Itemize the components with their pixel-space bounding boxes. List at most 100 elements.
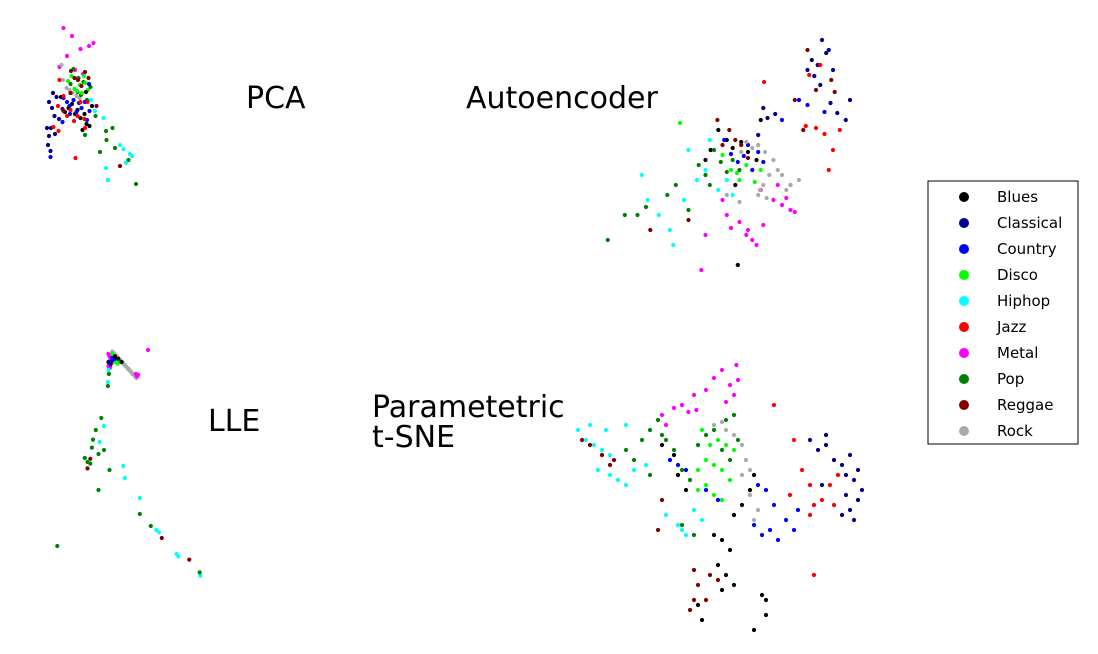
tsne-point-classical xyxy=(819,482,825,488)
tsne-point-disco xyxy=(711,492,717,498)
legend-marker-hiphop xyxy=(959,296,969,306)
tsne-point-hiphop xyxy=(623,482,629,488)
tsne-point-reggae xyxy=(659,497,665,503)
pca-point-classical xyxy=(52,113,57,119)
tsne-point-pop xyxy=(723,417,729,423)
pca-point-metal xyxy=(61,25,66,31)
lle-point-rock xyxy=(122,363,127,368)
lle-point-pop xyxy=(93,427,98,433)
pca-point-hiphop xyxy=(92,108,98,114)
legend-marker-reggae xyxy=(959,400,969,410)
autoencoder-point-classical xyxy=(835,110,840,116)
lle-point-pop xyxy=(137,511,142,517)
lle-point-blues xyxy=(112,354,118,359)
pca-point-blues xyxy=(87,123,92,129)
panel-parametric-tsne: Parametetric t-SNE xyxy=(372,362,865,633)
autoencoder-point-metal xyxy=(788,207,793,213)
tsne-point-blues xyxy=(739,502,745,508)
tsne-point-hiphop xyxy=(575,427,581,433)
autoencoder-point-metal xyxy=(728,225,734,231)
pca-point-hiphop xyxy=(88,97,94,103)
tsne-point-hiphop xyxy=(683,532,689,538)
autoencoder-point-jazz xyxy=(762,79,767,85)
lle-point-reggae xyxy=(88,456,93,461)
autoencoder-point-rock xyxy=(739,149,744,155)
autoencoder-point-reggae xyxy=(813,87,819,93)
autoencoder-point-rock xyxy=(788,182,793,188)
pca-point-jazz xyxy=(82,125,88,131)
tsne-point-blues xyxy=(763,612,769,618)
autoencoder-point-rock xyxy=(724,192,729,198)
tsne-point-hiphop xyxy=(603,427,609,433)
pca-point-classical xyxy=(50,90,56,96)
pca-point-metal xyxy=(86,43,92,49)
autoencoder-point-classical xyxy=(756,132,761,138)
autoencoder-point-metal xyxy=(775,182,780,188)
lle-point-hiphop xyxy=(121,463,126,469)
pca-point-pop xyxy=(103,128,109,134)
autoencoder-point-reggae xyxy=(792,97,797,103)
tsne-point-rock xyxy=(747,467,753,473)
autoencoder-point-classical xyxy=(812,73,817,79)
pca-point-classical xyxy=(49,105,55,111)
legend-marker-blues xyxy=(959,192,969,202)
tsne-point-classical xyxy=(843,472,849,478)
lle-point-hiphop xyxy=(176,554,181,559)
autoencoder-point-metal xyxy=(737,219,742,225)
autoencoder-point-disco xyxy=(720,152,725,158)
tsne-point-classical xyxy=(855,467,861,473)
tsne-point-metal xyxy=(731,392,737,398)
panel-title-lle: LLE xyxy=(208,404,260,439)
autoencoder-point-classical xyxy=(765,115,770,121)
legend-label-rock: Rock xyxy=(997,422,1033,440)
tsne-point-hiphop xyxy=(679,527,685,533)
tsne-point-pop xyxy=(719,447,725,453)
legend: Blues Classical Country Disco Hiphop Jazz Meta… xyxy=(927,180,1079,445)
tsne-point-country xyxy=(759,532,765,538)
pca-point-jazz xyxy=(64,113,70,119)
tsne-point-rock xyxy=(747,492,753,498)
pca-point-jazz xyxy=(57,77,62,83)
tsne-point-reggae xyxy=(707,572,713,578)
autoencoder-point-jazz xyxy=(803,123,808,129)
pca-point-classical xyxy=(54,94,59,100)
pca-point-reggae xyxy=(75,77,81,83)
autoencoder-point-blues xyxy=(745,149,751,155)
autoencoder-point-reggae xyxy=(720,142,725,148)
tsne-point-reggae xyxy=(579,437,585,443)
autoencoder-point-reggae xyxy=(739,142,744,148)
tsne-point-disco xyxy=(719,497,725,503)
tsne-point-jazz xyxy=(791,437,797,443)
tsne-point-hiphop xyxy=(643,462,649,468)
lle-point-pop xyxy=(90,437,96,442)
autoencoder-point-pop xyxy=(673,182,678,188)
autoencoder-point-metal xyxy=(703,232,708,238)
autoencoder-point-classical xyxy=(773,111,778,117)
tsne-point-hiphop xyxy=(583,437,589,443)
autoencoder-point-rock xyxy=(750,145,755,151)
tsne-point-metal xyxy=(734,362,739,368)
pca-point-rock xyxy=(59,62,64,68)
pca-point-hiphop xyxy=(123,160,129,166)
pca-point-pop xyxy=(126,157,131,163)
autoencoder-point-metal xyxy=(771,197,776,203)
pca-point-metal xyxy=(78,46,83,52)
pca-point-pop xyxy=(68,81,73,87)
tsne-point-pop xyxy=(639,437,645,443)
lle-point-pop xyxy=(148,523,153,529)
autoencoder-point-classical xyxy=(809,57,814,63)
autoencoder-point-classical xyxy=(819,37,825,43)
autoencoder-point-blues xyxy=(716,127,721,133)
pca-point-blues xyxy=(89,103,95,109)
tsne-point-disco xyxy=(715,437,721,443)
tsne-point-rock xyxy=(743,457,749,463)
autoencoder-point-blues xyxy=(758,117,763,123)
panel-title-parametric-tsne: Parametetric t-SNE xyxy=(372,390,565,455)
pca-point-classical xyxy=(45,142,51,148)
lle-point-metal xyxy=(145,347,151,353)
tsne-point-disco xyxy=(707,442,713,448)
autoencoder-point-disco xyxy=(677,120,683,126)
pca-point-reggae xyxy=(82,69,88,75)
pca-point-reggae xyxy=(61,108,66,114)
tsne-point-metal xyxy=(719,367,725,373)
